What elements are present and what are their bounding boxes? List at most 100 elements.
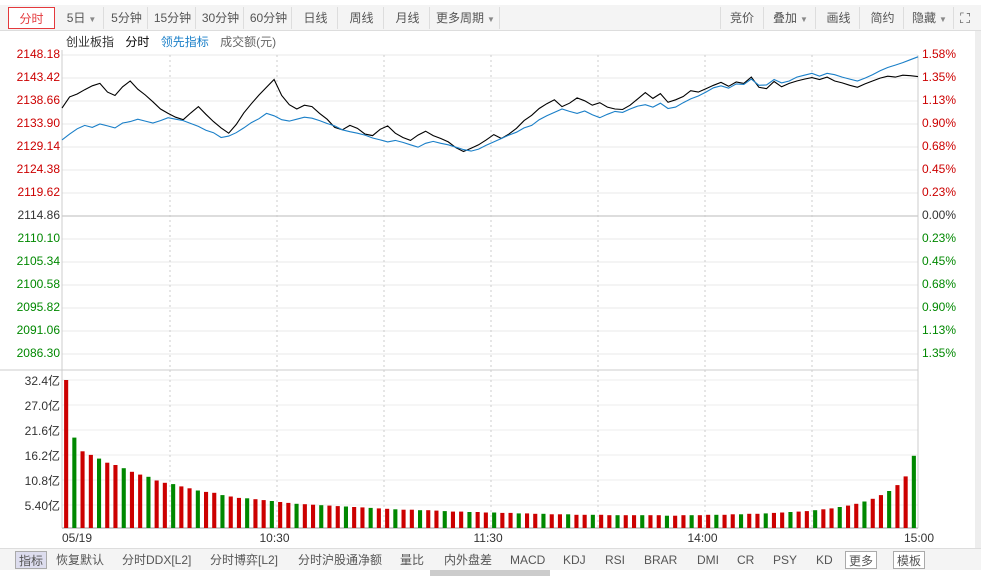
volume-bar (516, 513, 521, 528)
simple-mode-button[interactable]: 简约 (862, 7, 904, 29)
indicator-tab[interactable]: 更多 (845, 551, 878, 569)
indicator-tab[interactable]: KD (816, 553, 833, 567)
volume-bar (615, 515, 620, 528)
volume-bar (788, 512, 793, 528)
price-tick-label: 2133.90 (16, 116, 60, 130)
volume-bar (829, 508, 834, 528)
price-tick-label: 2119.62 (17, 185, 61, 199)
index-name: 创业板指 (66, 35, 115, 49)
scroll-thumb[interactable] (430, 570, 550, 576)
indicator-tab[interactable]: DMI (697, 553, 719, 567)
volume-bar (113, 465, 118, 528)
chevron-down-icon: ▼ (88, 15, 97, 24)
chart-legend: 创业板指 分时 领先指标 成交额(元) (66, 33, 284, 50)
hide-button[interactable]: 隐藏 ▼ (906, 7, 954, 29)
tab-timeshare[interactable]: 分时 (8, 7, 55, 29)
scrollbar[interactable] (975, 31, 981, 548)
volume-tick-label: 21.6亿 (24, 424, 60, 438)
lead-indicator-label[interactable]: 领先指标 (160, 35, 209, 49)
volume-bar (730, 514, 735, 528)
tab-weekly[interactable]: 周线 (340, 7, 384, 29)
mode-label: 分时 (125, 35, 150, 49)
tab-monthly[interactable]: 月线 (386, 7, 430, 29)
volume-bar (722, 514, 727, 528)
price-tick-label: 2143.42 (16, 70, 60, 84)
volume-bar (352, 507, 357, 528)
hide-label: 隐藏 (912, 11, 937, 25)
volume-bar (426, 510, 431, 528)
indicator-tab[interactable]: BRAR (644, 553, 678, 567)
draw-line-button[interactable]: 画线 (818, 7, 860, 29)
indicator-tab[interactable]: 内外盘差 (444, 553, 493, 567)
chart-grid (0, 50, 919, 529)
volume-bar (911, 455, 916, 528)
percent-tick-label: 0.23% (922, 185, 957, 199)
percent-tick-label: 1.35% (922, 70, 957, 84)
volume-bar (763, 513, 768, 528)
percent-tick-label: 0.23% (922, 231, 957, 245)
indicator-tab[interactable]: MACD (510, 553, 546, 567)
indicator-tab[interactable]: 量比 (400, 553, 425, 567)
chevron-down-icon: ▼ (939, 15, 947, 24)
volume-bar (434, 510, 439, 528)
percent-tick-label: 0.00% (922, 208, 957, 222)
call-auction-button[interactable]: 竞价 (720, 7, 764, 29)
volume-bar (105, 462, 110, 528)
volume-bar (294, 503, 299, 528)
indicator-tab[interactable]: PSY (773, 553, 798, 567)
price-tick-label: 2100.58 (16, 277, 60, 291)
tab-5day[interactable]: 5日 ▼ (60, 7, 104, 29)
percent-tick-label: 0.45% (922, 254, 957, 268)
tab-15min[interactable]: 15分钟 (150, 7, 196, 29)
volume-bar (903, 476, 908, 528)
indicator-tab[interactable]: 分时博弈[L2] (210, 553, 279, 567)
indicator-tab[interactable]: KDJ (563, 553, 586, 567)
volume-bar (253, 499, 258, 528)
volume-bar (129, 471, 134, 528)
price-tick-label: 2138.66 (16, 93, 60, 107)
price-tick-label: 2086.30 (16, 346, 60, 360)
tab-5min[interactable]: 5分钟 (106, 7, 148, 29)
time-tick-label: 05/19 (62, 531, 93, 545)
volume-bar (269, 501, 274, 528)
volume-bar (640, 515, 645, 528)
volume-bar (870, 498, 875, 528)
volume-bar (483, 512, 488, 528)
volume-tick-label: 10.8亿 (24, 474, 60, 488)
tab-30min[interactable]: 30分钟 (198, 7, 244, 29)
volume-bar (525, 513, 530, 528)
volume-bar (311, 504, 316, 528)
indicator-tab[interactable]: 分时DDX[L2] (122, 553, 192, 567)
tab-60min[interactable]: 60分钟 (246, 7, 292, 29)
volume-bar (500, 512, 505, 528)
volume-bar (327, 505, 332, 528)
volume-bar (821, 509, 826, 528)
lead-indicator-line (61, 56, 919, 152)
tab-daily[interactable]: 日线 (294, 7, 338, 29)
volume-bar (319, 505, 324, 528)
volume-bar (72, 437, 77, 528)
overlay-button[interactable]: 叠加 ▼ (766, 7, 816, 29)
indicator-tab[interactable]: CR (737, 553, 755, 567)
price-tick-label: 2124.38 (16, 162, 60, 176)
percent-tick-label: 1.13% (922, 323, 957, 337)
overlay-label: 叠加 (773, 11, 798, 25)
volume-bar (418, 510, 423, 528)
indicator-tab[interactable]: 分时沪股通净额 (298, 553, 383, 567)
fullscreen-icon[interactable]: ⛶ (960, 10, 970, 26)
price-tick-label: 2114.86 (17, 208, 61, 222)
indicator-tab[interactable]: 恢复默认 (56, 553, 105, 567)
indicator-tab[interactable]: RSI (605, 553, 626, 567)
indicator-tab[interactable]: 指标 (15, 551, 48, 569)
tab-more-periods[interactable]: 更多周期 ▼ (432, 7, 500, 29)
price-tick-label: 2129.14 (16, 139, 60, 153)
volume-bar (755, 513, 760, 528)
volume-bar (804, 511, 809, 528)
volume-bar (648, 515, 653, 528)
volume-bar (780, 512, 785, 528)
price-line (61, 74, 919, 153)
volume-bar (368, 507, 373, 528)
indicator-tab[interactable]: 模板 (893, 551, 926, 569)
